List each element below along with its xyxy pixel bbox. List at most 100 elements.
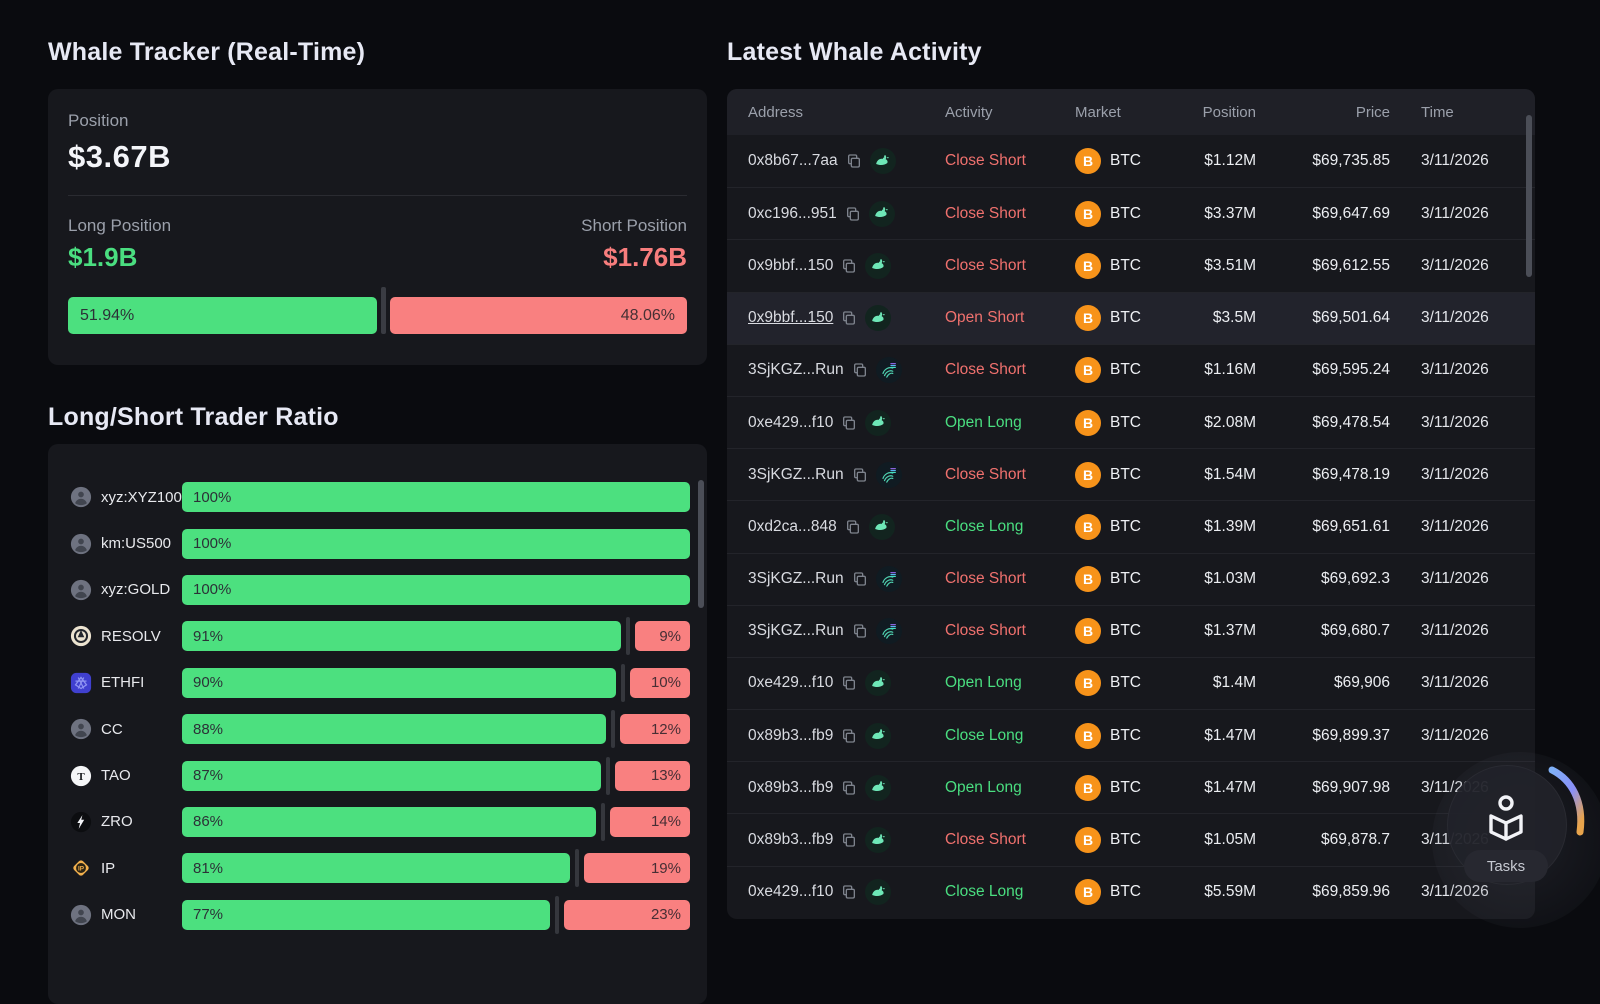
- svg-text:T: T: [77, 771, 85, 783]
- trader-ratio-row[interactable]: xyz:XYZ100 100%: [48, 474, 707, 520]
- whale-activity-row[interactable]: 3SjKGZ...Run Close Short B BTC $1.03M $6…: [727, 552, 1535, 605]
- copy-address-icon[interactable]: [841, 884, 857, 900]
- whale-chain-icon: [868, 513, 895, 540]
- wallet-address-link[interactable]: 0x89b3...fb9: [748, 726, 834, 744]
- btc-icon: B: [1075, 357, 1101, 384]
- position-size: $1.39M: [1204, 517, 1256, 535]
- wallet-address-link[interactable]: 0xe429...f10: [748, 413, 834, 431]
- copy-address-icon[interactable]: [852, 623, 868, 639]
- whale-tracker-title: Whale Tracker (Real-Time): [48, 38, 366, 66]
- trade-price: $69,501.64: [1312, 309, 1390, 327]
- trade-price: $69,595.24: [1312, 361, 1390, 379]
- wallet-address-link[interactable]: 0xd2ca...848: [748, 517, 837, 535]
- wallet-address-link[interactable]: 0x9bbf...150: [748, 309, 834, 327]
- default-avatar-icon: [70, 533, 92, 555]
- copy-address-icon[interactable]: [841, 675, 857, 691]
- trader-ratio-row[interactable]: RESOLV 91% 9%: [48, 613, 707, 659]
- activity-table-scrollbar[interactable]: [1526, 115, 1532, 277]
- copy-address-icon[interactable]: [845, 519, 861, 535]
- wallet-address-link[interactable]: 3SjKGZ...Run: [748, 570, 844, 588]
- whale-activity-row[interactable]: 0x8b67...7aa Close Short B BTC $1.12M $6…: [727, 135, 1535, 187]
- btc-icon: B: [1075, 618, 1101, 645]
- copy-address-icon[interactable]: [852, 571, 868, 587]
- btc-icon: B: [1075, 879, 1101, 906]
- copy-address-icon[interactable]: [841, 258, 857, 274]
- trade-time: 3/11/2026: [1421, 570, 1489, 588]
- trader-ratio-row[interactable]: T TAO 87% 13%: [48, 752, 707, 798]
- activity-type: Close Long: [945, 883, 1024, 901]
- ratio-list-scrollbar[interactable]: [698, 480, 704, 608]
- svg-text:IP: IP: [78, 866, 85, 873]
- long-percent-label: 100%: [193, 488, 232, 506]
- whale-activity-row[interactable]: 3SjKGZ...Run Close Short B BTC $1.54M $6…: [727, 448, 1535, 500]
- ratio-track: 91% 9%: [182, 617, 690, 656]
- whale-chain-icon: [865, 305, 892, 332]
- position-size: $1.16M: [1204, 361, 1256, 379]
- market-symbol: BTC: [1110, 413, 1141, 431]
- long-percent-label: 91%: [193, 627, 224, 645]
- wallet-address-link[interactable]: 0xe429...f10: [748, 883, 834, 901]
- whale-activity-row[interactable]: 0xe429...f10 Open Long B BTC $1.4M $69,9…: [727, 656, 1535, 709]
- wallet-address-link[interactable]: 3SjKGZ...Run: [748, 465, 844, 483]
- position-size: $1.37M: [1204, 622, 1256, 640]
- trader-ratio-row[interactable]: CC 88% 12%: [48, 706, 707, 752]
- trader-ratio-row[interactable]: ETHFI 90% 10%: [48, 660, 707, 706]
- short-percent-label: 23%: [650, 906, 681, 924]
- trader-ratio-row[interactable]: ZRO 86% 14%: [48, 799, 707, 845]
- wallet-address-link[interactable]: 0xe429...f10: [748, 674, 834, 692]
- wallet-address-link[interactable]: 3SjKGZ...Run: [748, 361, 844, 379]
- whale-activity-row[interactable]: 0x9bbf...150 Close Short B BTC $3.51M $6…: [727, 239, 1535, 291]
- whale-activity-row[interactable]: 0xd2ca...848 Close Long B BTC $1.39M $69…: [727, 500, 1535, 552]
- wallet-address-link[interactable]: 0x9bbf...150: [748, 256, 834, 274]
- long-percent-label: 90%: [193, 674, 224, 692]
- copy-address-icon[interactable]: [845, 206, 861, 222]
- copy-address-icon[interactable]: [846, 153, 862, 169]
- activity-type: Open Long: [945, 778, 1022, 796]
- trader-ratio-row[interactable]: IP IP 81% 19%: [48, 845, 707, 891]
- whale-activity-row[interactable]: 0x89b3...fb9 Close Short B BTC $1.05M $6…: [727, 813, 1535, 865]
- long-position-value: $1.9B: [68, 242, 138, 272]
- whale-activity-row[interactable]: 3SjKGZ...Run Close Short B BTC $1.16M $6…: [727, 343, 1535, 396]
- solana-chain-icon: [875, 566, 902, 593]
- trade-price: $69,735.85: [1312, 152, 1390, 170]
- whale-activity-row[interactable]: 0x9bbf...150 Open Short B BTC $3.5M $69,…: [727, 291, 1535, 344]
- whale-activity-row[interactable]: 0xc196...951 Close Short B BTC $3.37M $6…: [727, 187, 1535, 239]
- wallet-address-link[interactable]: 0xc196...951: [748, 204, 837, 222]
- whale-activity-title: Latest Whale Activity: [727, 38, 982, 66]
- trader-ratio-row[interactable]: km:US500 100%: [48, 520, 707, 566]
- wallet-address-link[interactable]: 0x89b3...fb9: [748, 778, 834, 796]
- wallet-address-link[interactable]: 0x8b67...7aa: [748, 152, 838, 170]
- whale-activity-row[interactable]: 0xe429...f10 Open Long B BTC $2.08M $69,…: [727, 395, 1535, 448]
- whale-activity-row[interactable]: 0xe429...f10 Close Long B BTC $5.59M $69…: [727, 865, 1535, 918]
- market-symbol: BTC: [1110, 570, 1141, 588]
- market-symbol: BTC: [1110, 517, 1141, 535]
- trade-time: 3/11/2026: [1421, 309, 1489, 327]
- ratio-segment-divider: [600, 802, 605, 841]
- copy-address-icon[interactable]: [841, 728, 857, 744]
- trade-price: $69,651.61: [1312, 517, 1390, 535]
- copy-address-icon[interactable]: [841, 832, 857, 848]
- long-ratio-segment: 100%: [182, 482, 690, 513]
- ratio-bar-divider: [380, 287, 386, 334]
- default-avatar-icon: [70, 486, 92, 508]
- trade-time: 3/11/2026: [1421, 674, 1489, 692]
- table-header-row: Address Activity Market Position Price T…: [727, 89, 1535, 135]
- wallet-address-link[interactable]: 0x89b3...fb9: [748, 831, 834, 849]
- copy-address-icon[interactable]: [852, 362, 868, 378]
- trade-time: 3/11/2026: [1390, 883, 1525, 901]
- position-size: $1.54M: [1204, 465, 1256, 483]
- tasks-button-label: Tasks: [1464, 850, 1548, 882]
- tasks-reader-icon: [1483, 794, 1529, 849]
- copy-address-icon[interactable]: [841, 780, 857, 796]
- copy-address-icon[interactable]: [852, 467, 868, 483]
- copy-address-icon[interactable]: [841, 415, 857, 431]
- whale-activity-row[interactable]: 0x89b3...fb9 Open Long B BTC $1.47M $69,…: [727, 761, 1535, 813]
- whale-activity-row[interactable]: 0x89b3...fb9 Close Long B BTC $1.47M $69…: [727, 709, 1535, 761]
- trade-price: $69,680.7: [1321, 622, 1390, 640]
- trader-ratio-row[interactable]: MON 77% 23%: [48, 892, 707, 938]
- copy-address-icon[interactable]: [841, 310, 857, 326]
- trader-ratio-row[interactable]: xyz:GOLD 100%: [48, 567, 707, 613]
- whale-activity-row[interactable]: 3SjKGZ...Run Close Short B BTC $1.37M $6…: [727, 604, 1535, 657]
- wallet-address-link[interactable]: 3SjKGZ...Run: [748, 622, 844, 640]
- trade-time: 3/11/2026: [1421, 152, 1489, 170]
